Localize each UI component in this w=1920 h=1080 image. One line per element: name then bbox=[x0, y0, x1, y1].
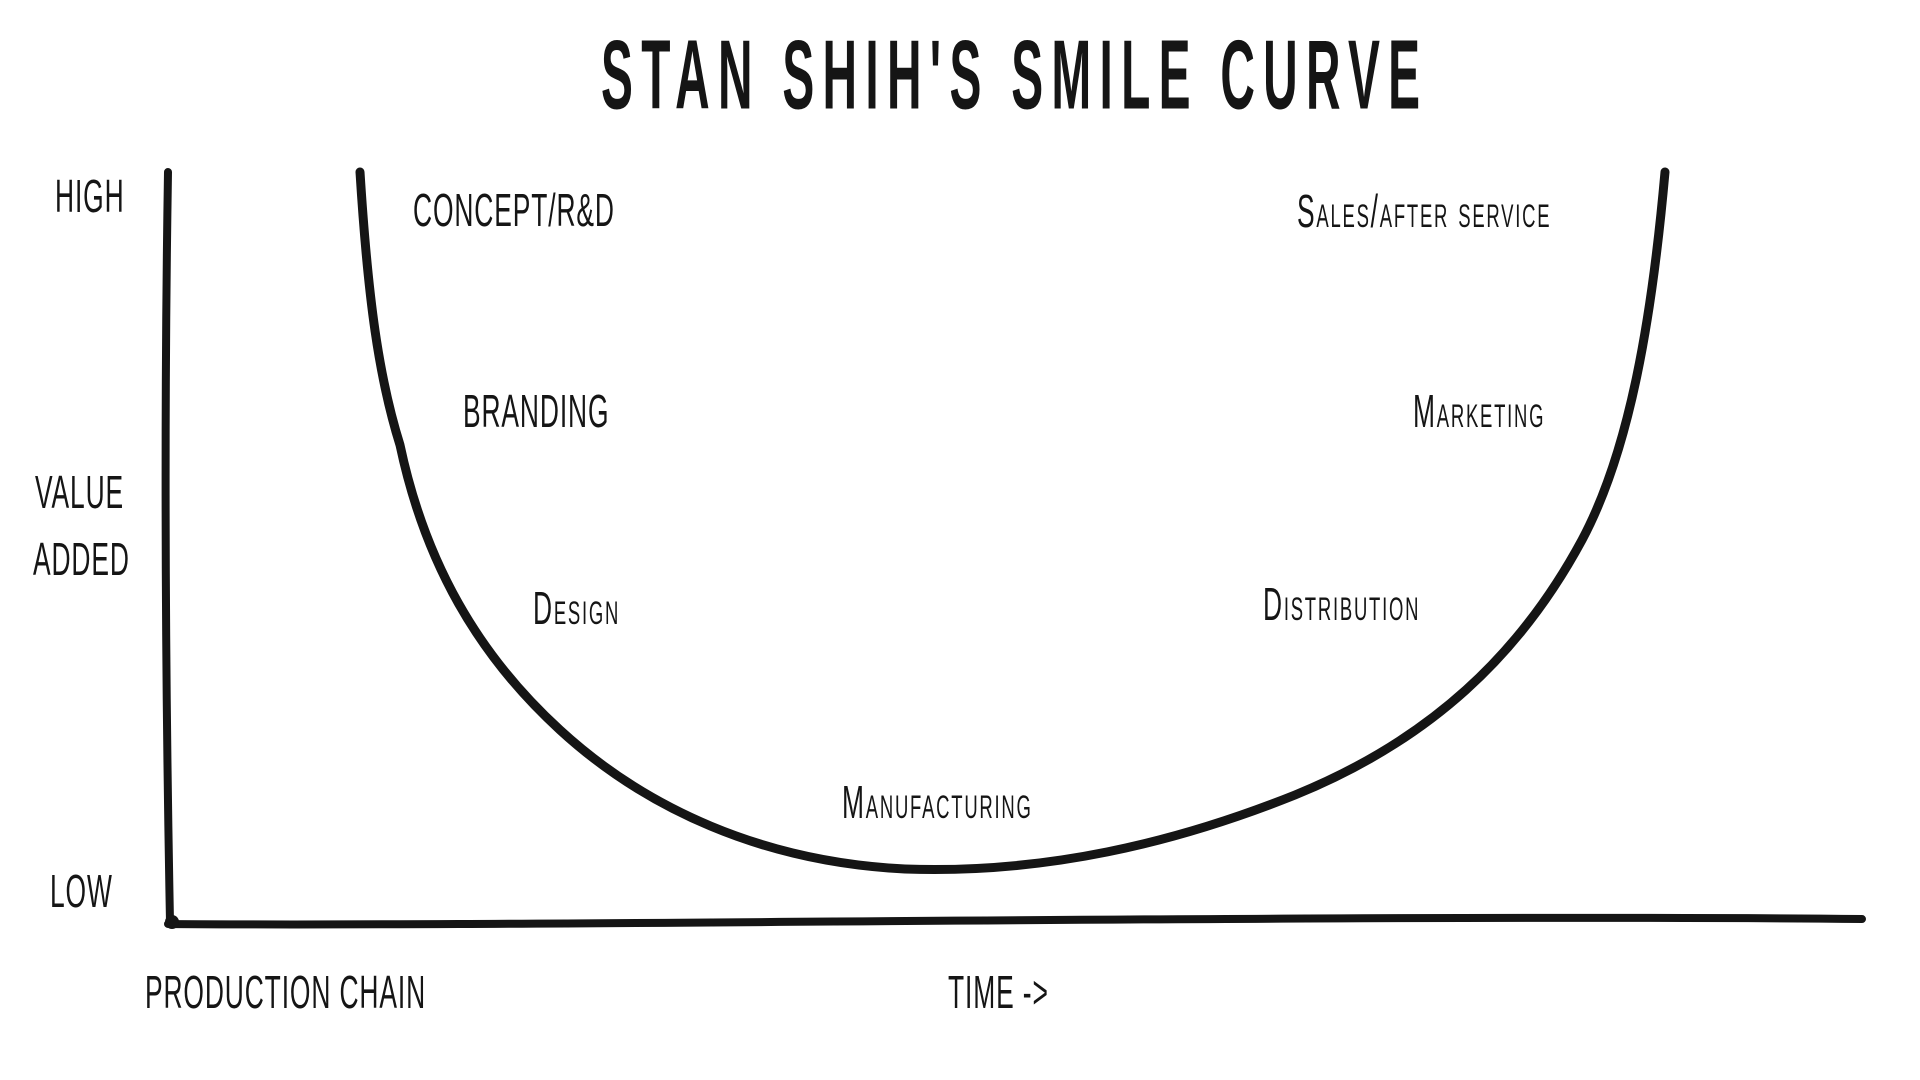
page-title: STAN SHIH'S SMILE CURVE bbox=[601, 21, 1429, 132]
stage-label-design: Design bbox=[533, 583, 621, 636]
stage-label-sales-after-service: Sales/after service bbox=[1297, 186, 1552, 239]
y-axis-line bbox=[161, 168, 174, 926]
stage-label-marketing: Marketing bbox=[1413, 386, 1546, 439]
x-axis-line bbox=[164, 913, 1866, 929]
smile-curve bbox=[355, 167, 1670, 874]
stage-label-branding: BRANDING bbox=[463, 386, 610, 439]
y-axis-label-value: VALUE bbox=[35, 467, 125, 520]
stage-label-manufacturing: Manufacturing bbox=[842, 777, 1033, 830]
stage-label-distribution: Distribution bbox=[1263, 579, 1421, 632]
y-axis-tick-low: LOW bbox=[50, 866, 113, 919]
x-axis-label-production-chain: PRODUCTION CHAIN bbox=[145, 967, 427, 1020]
stage-label-concept-rd: CONCEPT/R&D bbox=[413, 185, 615, 238]
x-axis-label-time-arrow: TIME -> bbox=[948, 967, 1049, 1020]
y-axis-label-added: ADDED bbox=[33, 534, 130, 587]
y-axis-tick-high: HIGH bbox=[55, 171, 125, 224]
axis-corner-dot bbox=[165, 915, 179, 929]
